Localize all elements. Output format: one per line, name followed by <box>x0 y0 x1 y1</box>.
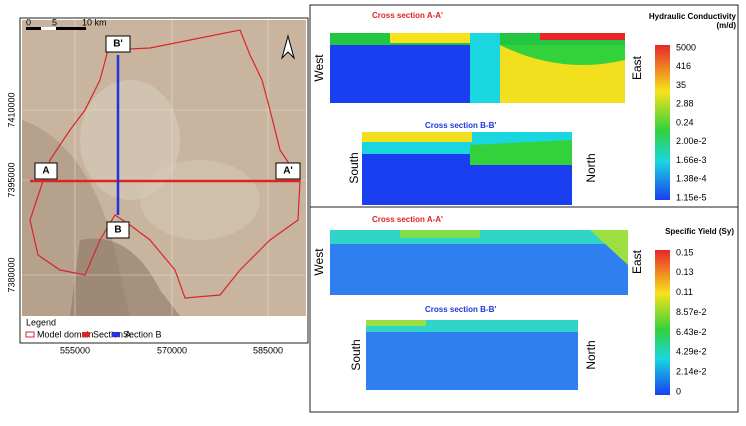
colorbar-label: 4.29e-2 <box>676 347 707 357</box>
colorbar-label: 416 <box>676 61 691 71</box>
scale-label: 10 km <box>82 17 107 27</box>
colorbar-label: 5000 <box>676 42 696 52</box>
section-title: Cross section A-A' <box>372 11 443 20</box>
legend-item: Section B <box>123 329 162 339</box>
x-label: 570000 <box>157 345 187 355</box>
direction-label: West <box>312 54 326 82</box>
colorbar-label: 0.11 <box>676 287 693 297</box>
map: 0 5 10 km B' A A' B 7410000 7395000 7380… <box>6 17 309 355</box>
colorbar-label: 0 <box>676 386 681 396</box>
colorbar-label: 6.43e-2 <box>676 327 707 337</box>
direction-label: North <box>584 153 598 182</box>
section-label: A <box>42 166 49 177</box>
section-label: B' <box>113 39 123 50</box>
colorbar <box>655 250 670 395</box>
colorbar-label: 2.14e-2 <box>676 367 707 377</box>
y-label: 7410000 <box>6 92 16 127</box>
colorbar-label: 1.66e-3 <box>676 155 707 165</box>
direction-label: South <box>347 152 361 183</box>
legend-item: Model domain <box>37 329 94 339</box>
colorbar-label: 0.15 <box>676 247 694 257</box>
colorbar-label: 2.00e-2 <box>676 136 707 146</box>
section-title: Cross section B-B' <box>425 121 496 130</box>
section-title: Cross section A-A' <box>372 215 443 224</box>
colorbar-title: Specific Yield (Sy) <box>665 227 734 236</box>
direction-label: West <box>312 248 326 276</box>
colorbar-label: 2.88 <box>676 99 694 109</box>
section-label: A' <box>283 166 293 177</box>
colorbar-label: 0.24 <box>676 117 694 127</box>
legend-title: Legend <box>26 317 56 327</box>
colorbar-label: 1.38e-4 <box>676 174 707 184</box>
direction-label: North <box>584 340 598 369</box>
direction-label: East <box>630 55 644 80</box>
direction-label: East <box>630 249 644 274</box>
colorbar-label: 0.13 <box>676 267 694 277</box>
scale-label: 0 <box>26 17 31 27</box>
direction-label: South <box>349 339 363 370</box>
y-label: 7395000 <box>6 162 16 197</box>
colorbar-label: 1.15e-5 <box>676 192 707 202</box>
section-title: Cross section B-B' <box>425 305 496 314</box>
scale-label: 5 <box>52 17 57 27</box>
colorbar-label: 35 <box>676 80 686 90</box>
x-label: 555000 <box>60 345 90 355</box>
section-label: B <box>114 225 121 236</box>
x-label: 585000 <box>253 345 283 355</box>
y-label: 7380000 <box>6 257 16 292</box>
colorbar <box>655 45 670 200</box>
colorbar-label: 8.57e-2 <box>676 307 707 317</box>
colorbar-title: Hydraulic Conductivity (m/d) <box>648 12 736 30</box>
